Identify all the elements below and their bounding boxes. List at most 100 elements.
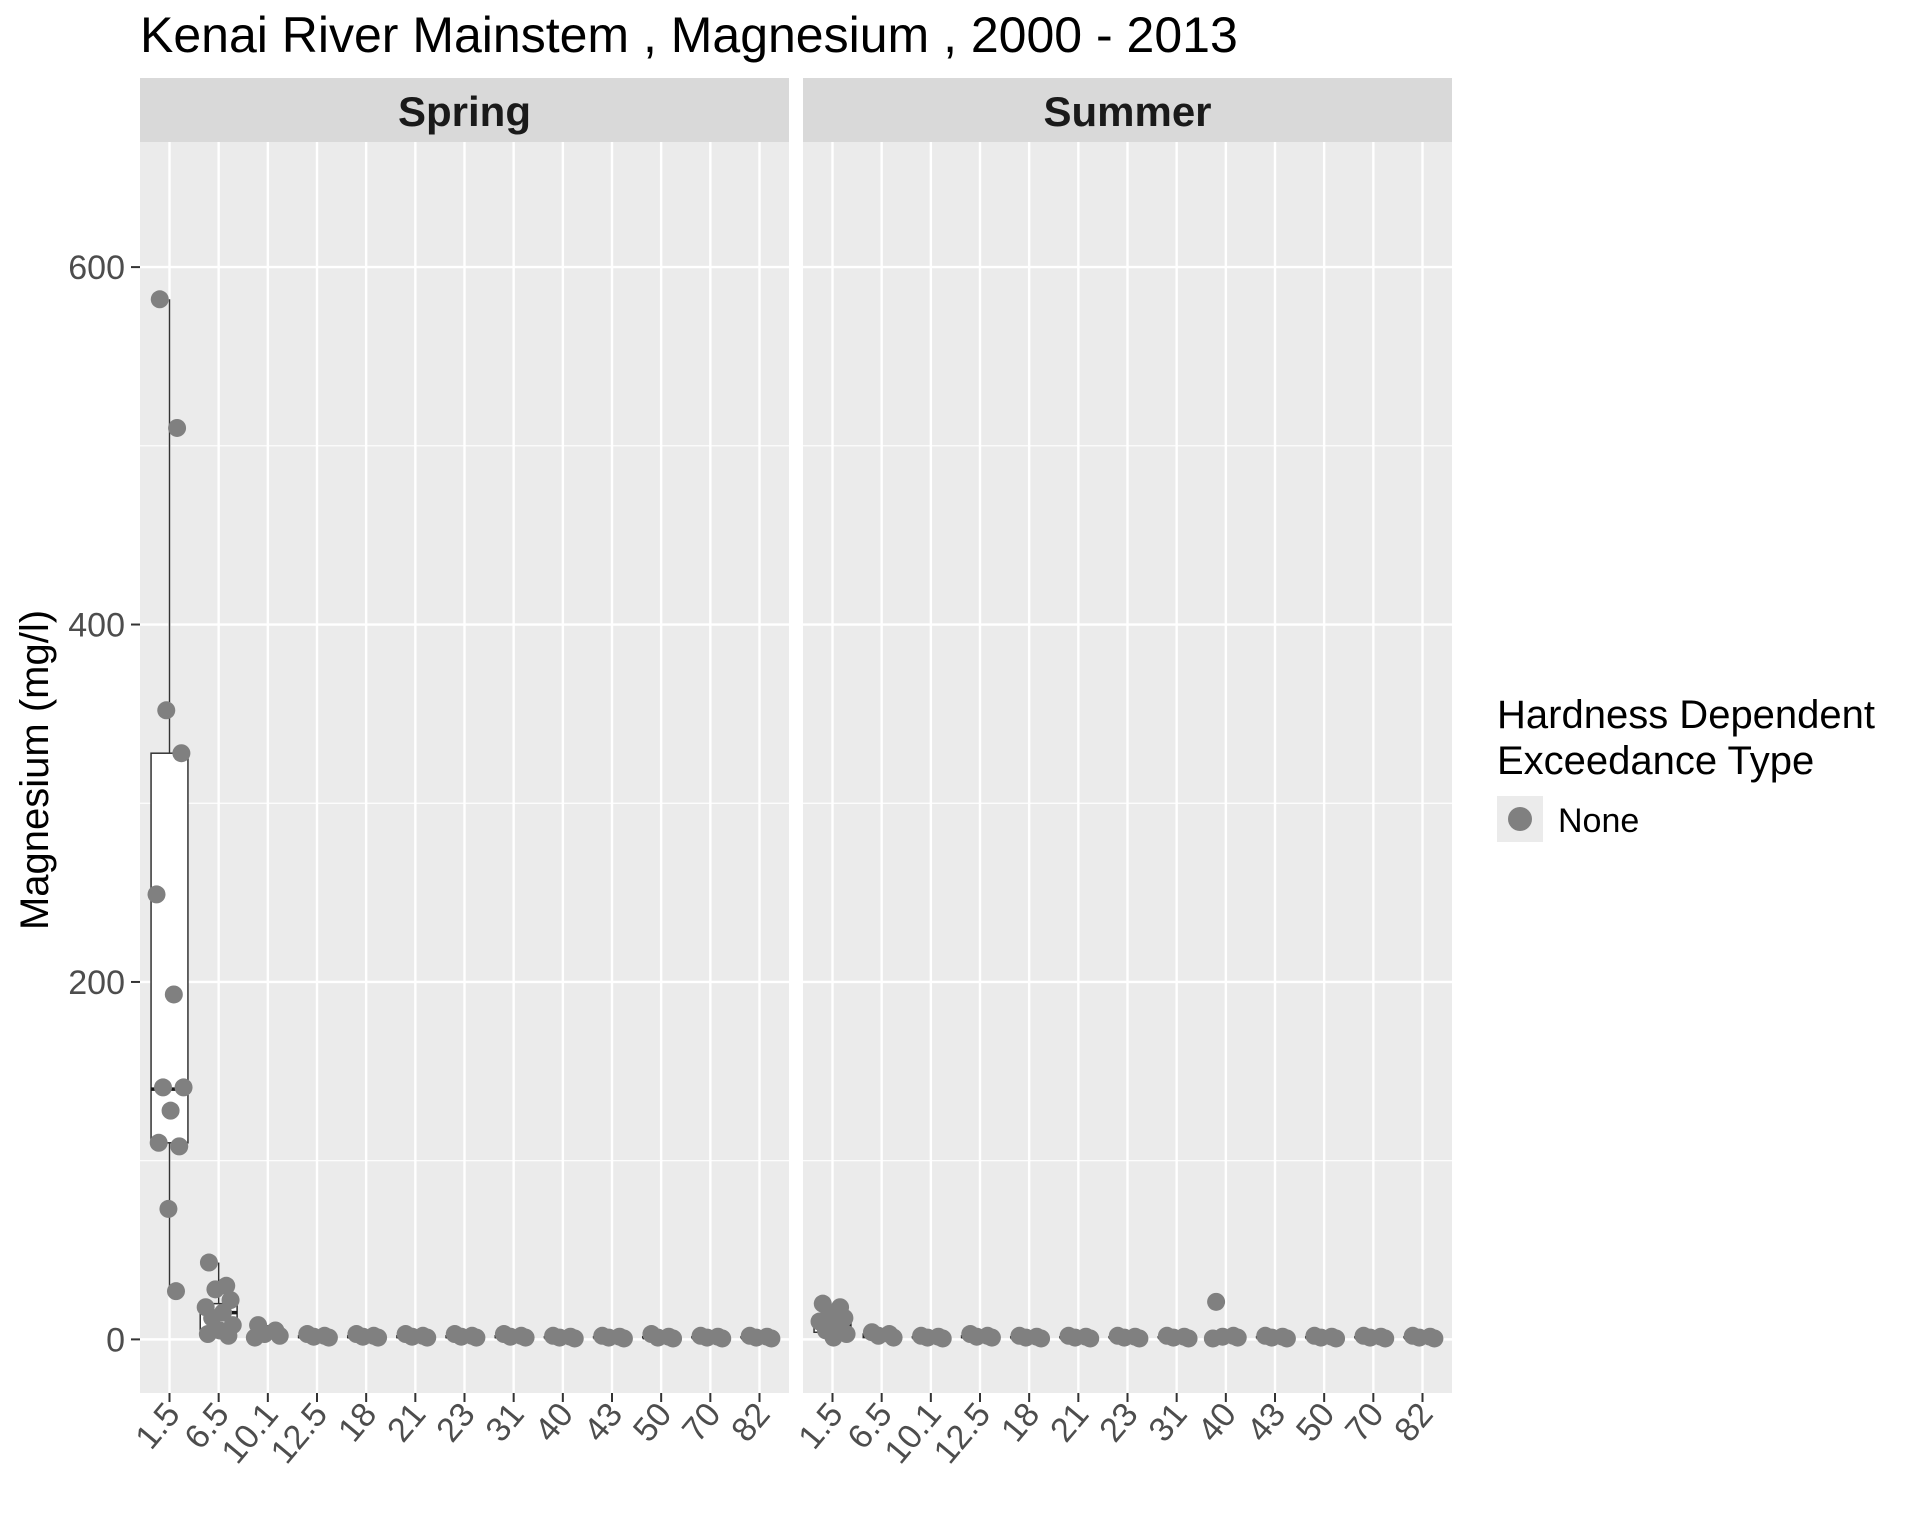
data-point: [967, 1327, 986, 1346]
data-point: [1203, 1329, 1222, 1348]
data-point: [166, 1282, 185, 1301]
chart-title: Kenai River Mainstem , Magnesium , 2000 …: [140, 7, 1238, 63]
data-point: [869, 1326, 888, 1345]
x-tick-label: 40: [528, 1396, 581, 1449]
x-tick-label: 18: [331, 1396, 384, 1449]
data-point: [1361, 1328, 1380, 1347]
data-point: [698, 1328, 717, 1347]
data-point: [1066, 1328, 1085, 1347]
x-tick-label: 1.5: [791, 1396, 850, 1457]
data-point: [174, 1078, 193, 1097]
data-point: [198, 1325, 217, 1344]
data-point: [170, 1137, 189, 1156]
x-tick-label: 31: [1141, 1396, 1194, 1449]
data-point: [648, 1328, 667, 1347]
x-tick-label: 12.5: [263, 1396, 335, 1471]
data-point: [1130, 1329, 1149, 1348]
data-point: [149, 1133, 168, 1152]
data-point: [1376, 1329, 1395, 1348]
data-point: [1410, 1328, 1429, 1347]
legend-title-line-1: Hardness Dependent: [1497, 693, 1875, 737]
data-point: [713, 1329, 732, 1348]
x-tick-label: 21: [380, 1396, 433, 1449]
facet-panels: Spring1.56.510.112.5182123314043507082Su…: [128, 78, 1452, 1471]
data-point: [933, 1329, 952, 1348]
data-point: [1311, 1328, 1330, 1347]
data-point: [199, 1253, 218, 1272]
data-point: [304, 1327, 323, 1346]
data-point: [319, 1328, 338, 1347]
y-tick-label: 0: [106, 1321, 125, 1359]
y-axis: 0 200 400 600: [68, 249, 140, 1359]
data-point: [147, 885, 166, 904]
data-point: [565, 1329, 584, 1348]
data-point: [1016, 1328, 1035, 1347]
x-tick-label: 23: [1092, 1396, 1145, 1449]
data-point: [550, 1328, 569, 1347]
data-point: [1179, 1329, 1198, 1348]
data-point: [161, 1101, 180, 1120]
data-point: [168, 418, 187, 437]
data-point: [164, 985, 183, 1004]
data-point: [452, 1327, 471, 1346]
data-point: [918, 1328, 937, 1347]
box-1.5: [150, 299, 189, 1292]
legend-key-none: [1508, 807, 1532, 831]
data-point: [467, 1328, 486, 1347]
y-tick-label: 600: [68, 249, 125, 287]
data-point: [1115, 1328, 1134, 1347]
legend-label-none: None: [1558, 802, 1639, 840]
data-point: [501, 1327, 520, 1346]
data-point: [824, 1328, 843, 1347]
data-point: [245, 1328, 264, 1347]
data-point: [516, 1328, 535, 1347]
facet-strip-label: Spring: [398, 88, 531, 135]
data-point: [150, 290, 169, 309]
data-point: [418, 1328, 437, 1347]
data-point: [1277, 1329, 1296, 1348]
facet-strip: [803, 78, 1452, 142]
x-tick-label: 50: [626, 1396, 679, 1449]
data-point: [270, 1326, 289, 1345]
data-point: [1032, 1329, 1051, 1348]
x-tick-label: 18: [994, 1396, 1047, 1449]
x-tick-label: 43: [1240, 1396, 1293, 1449]
data-point: [1262, 1328, 1281, 1347]
x-tick-label: 23: [429, 1396, 482, 1449]
data-point: [614, 1329, 633, 1348]
y-tick-label: 200: [68, 964, 125, 1002]
data-point: [219, 1326, 238, 1345]
x-tick-label: 82: [1387, 1396, 1440, 1449]
data-point: [159, 1199, 178, 1218]
data-point: [157, 701, 176, 720]
box-iqr: [150, 752, 189, 1144]
x-tick-label: 50: [1289, 1396, 1342, 1449]
data-point: [1207, 1292, 1226, 1311]
facet-strip-label: Summer: [1043, 88, 1211, 135]
x-tick-label: 70: [1338, 1396, 1391, 1449]
data-point: [762, 1329, 781, 1348]
data-point: [664, 1329, 683, 1348]
data-point: [982, 1328, 1001, 1347]
data-point: [884, 1328, 903, 1347]
x-tick-label: 40: [1191, 1396, 1244, 1449]
data-point: [747, 1328, 766, 1347]
data-point: [1425, 1329, 1444, 1348]
x-tick-label: 1.5: [128, 1396, 187, 1457]
data-point: [369, 1328, 388, 1347]
x-tick-label: 43: [577, 1396, 630, 1449]
x-tick-label: 70: [675, 1396, 728, 1449]
data-point: [353, 1327, 372, 1346]
data-point: [403, 1327, 422, 1346]
x-tick-label: 31: [478, 1396, 531, 1449]
data-point: [1164, 1328, 1183, 1347]
data-point: [1228, 1328, 1247, 1347]
facet-strip: [140, 78, 789, 142]
data-point: [206, 1280, 225, 1299]
x-tick-label: 21: [1043, 1396, 1096, 1449]
legend-title-line-2: Exceedance Type: [1497, 739, 1814, 783]
y-axis-title: Magnesium (mg/l): [13, 610, 57, 930]
